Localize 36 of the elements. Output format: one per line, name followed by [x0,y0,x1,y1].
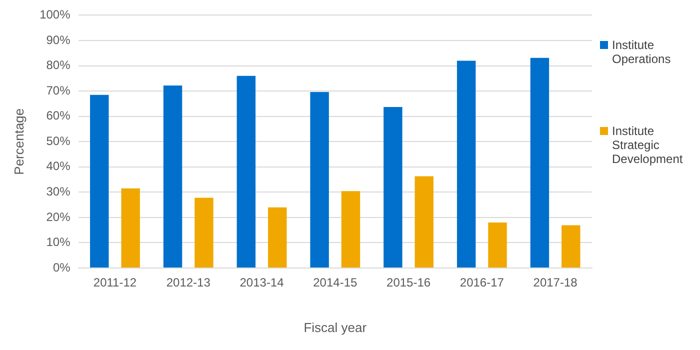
y-tick-label: 50% [46,134,71,148]
y-tick-label: 0% [52,260,71,274]
x-tick-label: 2014-15 [313,276,358,290]
bar [414,176,434,268]
x-tick-label: 2011-12 [93,276,137,290]
x-tick-label: 2016-17 [460,276,504,290]
x-tick-label: 2015-16 [386,276,431,290]
x-axis-title: Fiscal year [304,320,368,335]
x-tick-label: 2017-18 [533,276,578,290]
bar [562,225,580,268]
bar [488,222,507,268]
bar [456,60,476,268]
y-tick-label: 90% [46,32,71,47]
y-axis-title: Percentage [11,108,26,175]
y-tick-label: 20% [46,210,71,224]
y-tick-label: 40% [46,159,71,174]
bar [121,188,140,268]
x-tick-label: 2012-13 [166,276,211,290]
y-tick-label: 80% [46,58,71,72]
bar [268,207,287,268]
bar [163,85,182,268]
y-tick-label: 10% [46,235,71,250]
bar [90,94,109,268]
bar [194,198,214,268]
bar [384,106,402,268]
legend-label: Institute Operations [612,38,672,66]
y-tick-label: 30% [46,184,71,198]
bar [310,92,329,268]
y-tick-label: 70% [46,83,71,98]
bar [530,58,550,268]
legend-label: Institute Strategic Development [612,124,684,166]
bar [236,76,256,268]
y-tick-label: 60% [46,108,71,123]
y-tick-label: 100% [40,8,71,22]
x-tick-label: 2013-14 [240,276,284,290]
bar [341,191,360,268]
